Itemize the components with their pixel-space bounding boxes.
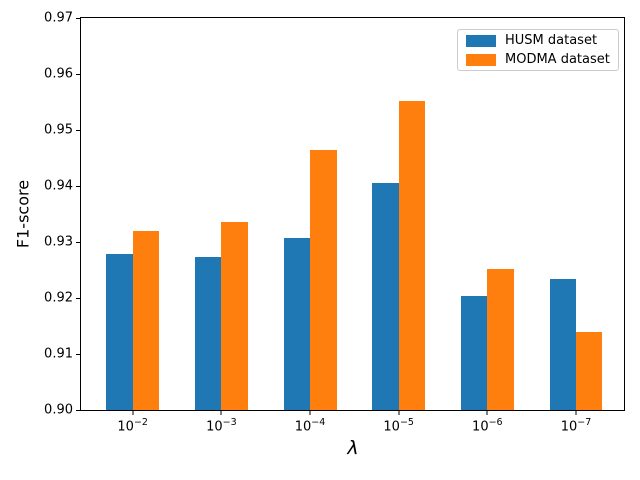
y-tick-label: 0.96 <box>44 66 73 82</box>
y-tick-label: 0.92 <box>44 290 73 306</box>
y-tick-mark <box>76 297 80 299</box>
bar-husm-10e−4 <box>283 237 310 410</box>
y-axis-label: F1-score <box>13 179 33 249</box>
bar-husm-10e−7 <box>549 278 576 410</box>
x-tick-label: 10−3 <box>206 417 237 435</box>
legend-entry-modma: MODMA dataset <box>466 52 610 67</box>
y-tick-mark <box>76 17 80 19</box>
x-tick-mark <box>309 411 311 415</box>
x-axis-label: λ <box>347 437 359 459</box>
y-tick-mark <box>76 129 80 131</box>
x-tick-label: 10−6 <box>472 417 503 435</box>
y-tick-mark <box>76 353 80 355</box>
bar-husm-10e−6 <box>460 296 488 410</box>
y-tick-mark <box>76 409 80 411</box>
bar-husm-10e−5 <box>372 182 399 410</box>
bar-modma-10e−5 <box>398 100 426 410</box>
bar-husm-10e−3 <box>194 256 222 410</box>
bar-modma-10e−4 <box>310 150 337 410</box>
legend: HUSM dataset MODMA dataset <box>457 29 619 71</box>
y-tick-label: 0.91 <box>44 346 73 362</box>
x-tick-label: 10−2 <box>117 417 148 435</box>
bar-modma-10e−6 <box>487 268 514 410</box>
x-tick-label: 10−5 <box>383 417 414 435</box>
x-tick-mark <box>132 411 134 415</box>
bar-modma-10e−3 <box>221 221 248 410</box>
x-tick-mark <box>486 411 488 415</box>
bar-modma-10e−7 <box>575 331 603 410</box>
legend-entry-husm: HUSM dataset <box>466 33 610 48</box>
y-tick-label: 0.95 <box>44 122 73 138</box>
x-tick-label: 10−4 <box>294 417 326 435</box>
x-tick-mark <box>575 411 577 415</box>
y-tick-label: 0.94 <box>44 178 73 194</box>
bar-modma-10e−2 <box>132 230 160 410</box>
x-tick-label: 10−7 <box>560 417 592 435</box>
y-tick-mark <box>76 241 80 243</box>
y-tick-mark <box>76 185 80 187</box>
legend-label-modma: MODMA dataset <box>505 52 610 67</box>
legend-swatch-modma <box>466 53 496 66</box>
legend-label-husm: HUSM dataset <box>505 33 598 48</box>
x-tick-mark <box>220 411 222 415</box>
y-tick-label: 0.93 <box>44 234 73 250</box>
x-tick-mark <box>398 411 400 415</box>
y-tick-mark <box>76 73 80 75</box>
legend-swatch-husm <box>466 34 496 47</box>
plot-area: 0.90 0.91 0.92 0.93 0.94 0.95 0.96 0.97 10−2 10−3… <box>44 11 625 434</box>
y-tick-label: 0.97 <box>44 10 73 26</box>
bar-husm-10e−2 <box>106 254 133 410</box>
y-tick-label: 0.90 <box>44 402 73 418</box>
